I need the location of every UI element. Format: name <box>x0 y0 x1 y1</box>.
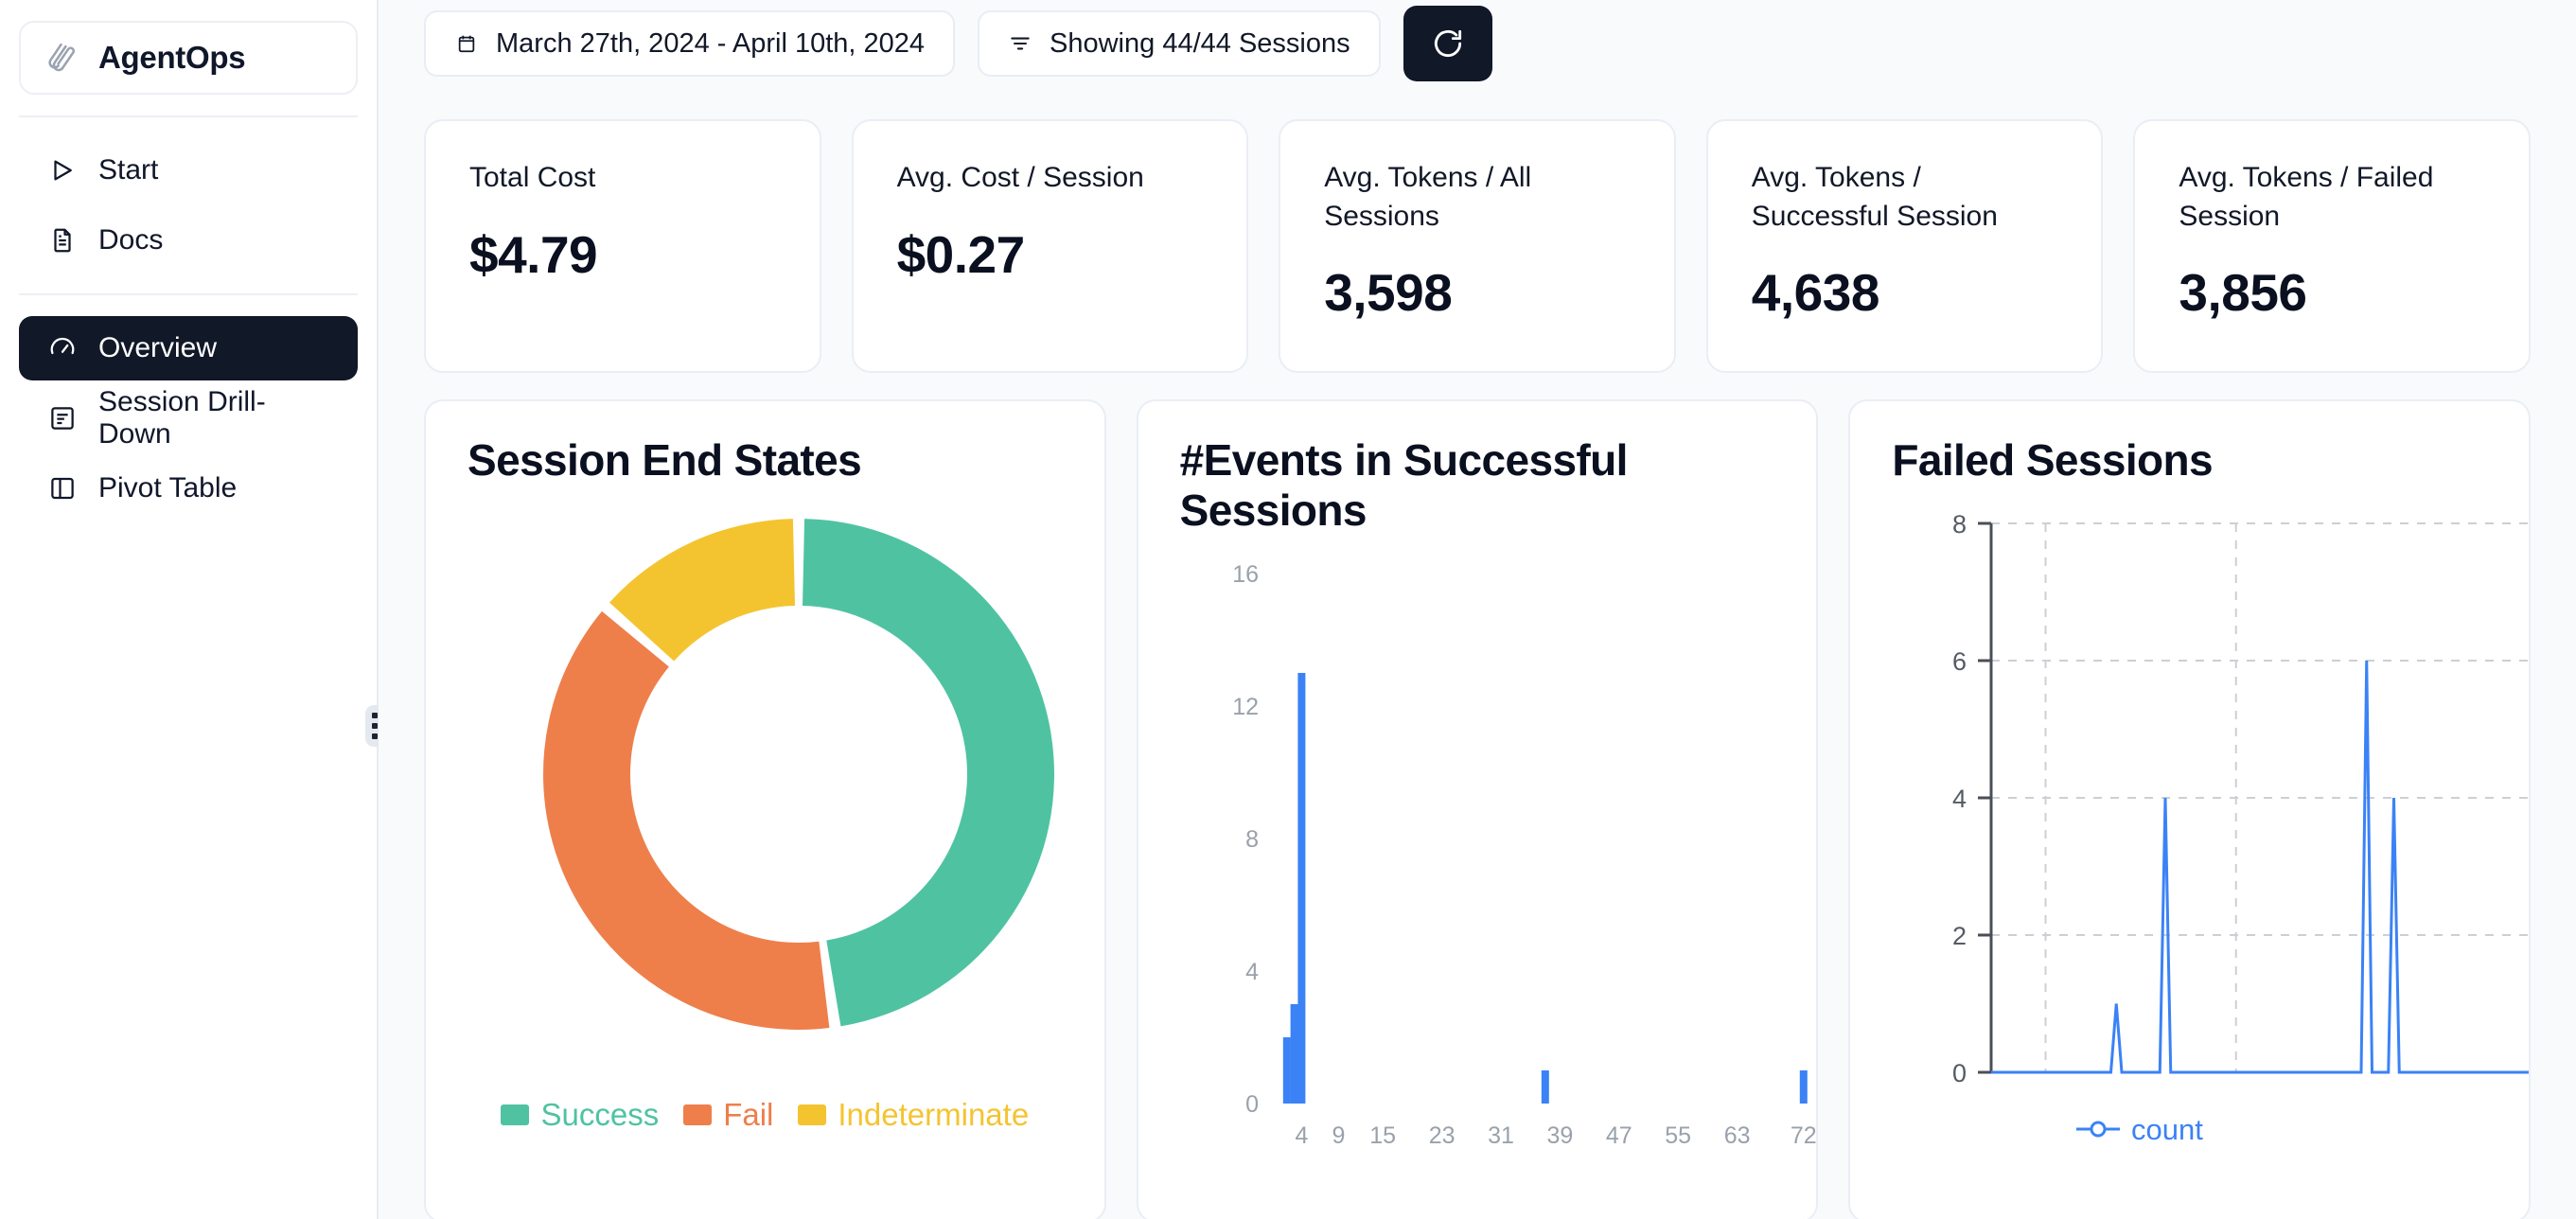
stat-value: 3,598 <box>1324 263 1453 322</box>
chart-card-session-end-states: Session End States Success Fail <box>424 399 1106 1219</box>
svg-text:9: 9 <box>1332 1122 1345 1149</box>
svg-text:4: 4 <box>1245 959 1259 985</box>
sidebar-divider-bottom <box>19 293 358 295</box>
svg-text:6: 6 <box>1952 647 1967 676</box>
svg-text:8: 8 <box>1952 510 1967 539</box>
sidebar-item-label: Start <box>98 154 159 186</box>
filter-icon <box>1008 31 1032 56</box>
brand-name: AgentOps <box>98 40 246 75</box>
sidebar-nav-primary: Start Docs <box>19 138 358 273</box>
sidebar-item-pivot-table[interactable]: Pivot Table <box>19 456 358 521</box>
handle-dot <box>371 713 378 718</box>
sidebar-item-overview[interactable]: Overview <box>19 316 358 380</box>
sessions-filter-button[interactable]: Showing 44/44 Sessions <box>978 10 1381 77</box>
svg-text:15: 15 <box>1369 1122 1396 1149</box>
stat-card-avg-tokens-failed-session: Avg. Tokens / Failed Session 3,856 <box>2133 119 2531 373</box>
gauge-icon <box>47 333 78 363</box>
sidebar-item-docs[interactable]: Docs <box>19 208 358 273</box>
sidebar-nav-secondary: Overview Session Drill-Down Pivot Table <box>19 316 358 521</box>
stat-label: Total Cost <box>469 162 596 193</box>
stat-card-total-cost: Total Cost $4.79 <box>424 119 821 373</box>
stat-label: Avg. Tokens / Successful Session <box>1751 162 1998 232</box>
legend-swatch-success <box>501 1104 530 1125</box>
stat-label: Avg. Cost / Session <box>896 162 1144 193</box>
panel-icon <box>47 473 78 504</box>
legend-item-indeterminate[interactable]: Indeterminate <box>798 1097 1029 1133</box>
stat-card-avg-tokens-successful-session: Avg. Tokens / Successful Session 4,638 <box>1705 119 2104 373</box>
donut-chart[interactable] <box>468 486 1106 1091</box>
stat-value: 4,638 <box>1751 263 1880 322</box>
chart-card-events-in-successful-sessions: #Events in Successful Sessions 0 4 8 12 16 4 9… <box>1136 399 1819 1219</box>
svg-text:31: 31 <box>1488 1122 1514 1149</box>
chart-title: Session End States <box>468 435 862 485</box>
date-range-picker[interactable]: March 27th, 2024 - April 10th, 2024 <box>424 10 956 77</box>
handle-dot <box>371 723 378 729</box>
sidebar-item-label: Pivot Table <box>98 472 238 504</box>
brand-button[interactable]: AgentOps <box>19 21 358 95</box>
svg-text:4: 4 <box>1295 1122 1308 1149</box>
donut-plot-area <box>468 486 1063 1091</box>
legend-swatch-fail <box>683 1104 713 1125</box>
donut-legend: Success Fail Indeterminate <box>468 1097 1063 1133</box>
stat-value: $4.79 <box>469 224 598 284</box>
svg-text:count: count <box>2131 1113 2203 1146</box>
svg-text:55: 55 <box>1665 1122 1691 1149</box>
list-box-icon <box>47 403 78 433</box>
paperclips-logo-icon <box>45 40 81 76</box>
chart-card-failed-sessions: Failed Sessions 0 2 4 6 8 count <box>1848 399 2532 1219</box>
svg-text:39: 39 <box>1546 1122 1573 1149</box>
legend-item-success[interactable]: Success <box>501 1097 659 1133</box>
stat-label: Avg. Tokens / All Sessions <box>1324 162 1532 232</box>
sidebar-item-label: Session Drill-Down <box>98 386 266 450</box>
legend-label: Success <box>540 1096 660 1132</box>
stat-card-avg-cost-session: Avg. Cost / Session $0.27 <box>851 119 1249 373</box>
document-icon <box>47 225 78 256</box>
svg-text:0: 0 <box>1952 1059 1967 1087</box>
legend-item-fail[interactable]: Fail <box>683 1097 773 1133</box>
legend-label: Indeterminate <box>838 1096 1030 1132</box>
chart-title: Failed Sessions <box>1892 435 2214 485</box>
svg-text:12: 12 <box>1232 694 1259 720</box>
svg-text:0: 0 <box>1245 1091 1259 1118</box>
svg-text:63: 63 <box>1723 1122 1750 1149</box>
sidebar-item-session-drill-down[interactable]: Session Drill-Down <box>19 386 358 450</box>
refresh-icon <box>1430 26 1466 62</box>
sidebar-item-start[interactable]: Start <box>19 138 358 203</box>
legend-label: Fail <box>723 1096 774 1132</box>
calendar-icon <box>454 31 479 56</box>
svg-text:72: 72 <box>1791 1122 1817 1149</box>
date-range-label: March 27th, 2024 - April 10th, 2024 <box>496 27 926 59</box>
chart-title: #Events in Successful Sessions <box>1179 435 1629 535</box>
failed-sessions-line-chart[interactable]: 0 2 4 6 8 count <box>1892 486 2531 1205</box>
main-content: March 27th, 2024 - April 10th, 2024 Show… <box>379 0 2576 1219</box>
sidebar-item-label: Docs <box>98 224 164 256</box>
svg-text:47: 47 <box>1606 1122 1632 1149</box>
toolbar: March 27th, 2024 - April 10th, 2024 Show… <box>379 0 2576 87</box>
sidebar-item-label: Overview <box>98 332 218 363</box>
svg-text:23: 23 <box>1428 1122 1455 1149</box>
stat-cards-row: Total Cost $4.79 Avg. Cost / Session $0.… <box>379 87 2576 373</box>
stat-label: Avg. Tokens / Failed Session <box>2179 162 2434 232</box>
refresh-button[interactable] <box>1403 6 1492 81</box>
line-plot-area: 0 2 4 6 8 count <box>1892 486 2530 1205</box>
sidebar: AgentOps Start Docs <box>0 0 394 1219</box>
svg-text:2: 2 <box>1952 922 1967 950</box>
legend-swatch-indeterminate <box>798 1104 827 1125</box>
svg-text:8: 8 <box>1245 826 1259 853</box>
sidebar-divider-top <box>19 115 358 117</box>
handle-dot <box>371 733 378 739</box>
play-icon <box>47 155 78 186</box>
sessions-filter-label: Showing 44/44 Sessions <box>1050 27 1350 59</box>
stat-value: 3,856 <box>2179 263 2307 322</box>
svg-text:16: 16 <box>1232 561 1259 588</box>
chart-cards-row: Session End States Success Fail <box>379 373 2576 1219</box>
stat-card-avg-tokens-all-sessions: Avg. Tokens / All Sessions 3,598 <box>1279 119 1676 373</box>
stat-value: $0.27 <box>896 224 1026 284</box>
bar-plot-area: 0 4 8 12 16 4 9 15 23 31 39 47 55 63 72 <box>1180 536 1816 1198</box>
svg-text:4: 4 <box>1952 785 1967 813</box>
